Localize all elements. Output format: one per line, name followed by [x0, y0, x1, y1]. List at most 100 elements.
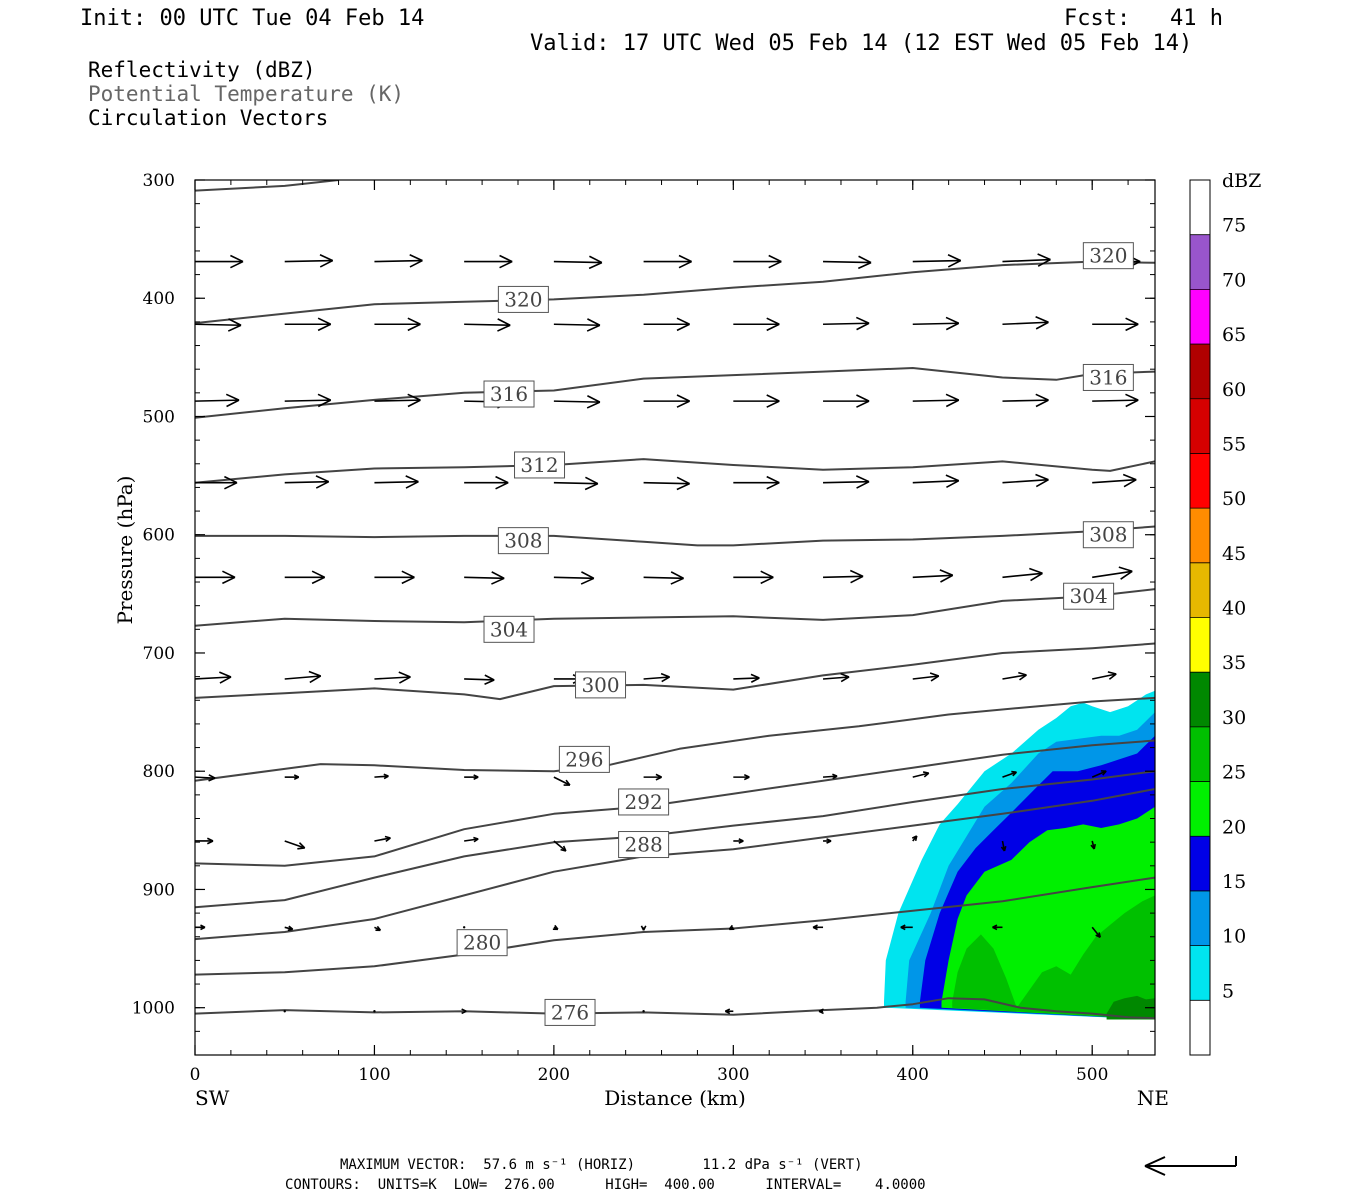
colorbar-tick-label: 70 [1222, 269, 1246, 291]
colorbar-band-45 [1190, 508, 1210, 563]
circulation-vector [642, 1010, 645, 1013]
x-axis-label: Distance (km) [604, 1086, 746, 1110]
theta-contour-304 [195, 588, 1155, 627]
theta-label-288: 288 [618, 831, 670, 859]
theta-label-316-east: 316 [1082, 363, 1134, 391]
theta-contour-316 [195, 367, 1155, 419]
x-tick-label: 500 [1076, 1065, 1108, 1085]
circulation-vector [283, 1010, 286, 1013]
theta-label-312: 312 [514, 451, 566, 479]
circulation-vector [643, 571, 684, 585]
svg-text:292: 292 [625, 790, 663, 814]
circulation-vector [912, 316, 960, 331]
circulation-vector [1000, 840, 1007, 852]
colorbar-tick-label: 5 [1222, 980, 1234, 1002]
theta-contour-288 [195, 770, 1155, 909]
svg-text:312: 312 [520, 453, 558, 477]
svg-text:316: 316 [1089, 365, 1127, 389]
circulation-vector [822, 672, 850, 683]
legend-reflectivity: Reflectivity (dBZ) [88, 58, 316, 82]
svg-text:308: 308 [1089, 523, 1127, 547]
x-tick-label: 400 [897, 1065, 929, 1085]
colorbar-tick-label: 50 [1222, 488, 1246, 510]
circulation-vector [1002, 567, 1043, 582]
y-tick-label: 700 [143, 644, 175, 664]
circulation-vector [643, 317, 690, 332]
circulation-vector [733, 673, 760, 683]
circulation-vector [553, 776, 571, 786]
circulation-vector [464, 475, 509, 490]
circulation-vector [374, 671, 411, 684]
circulation-vector [823, 255, 872, 270]
circulation-vector [812, 924, 824, 931]
colorbar-band-65 [1190, 289, 1210, 345]
circulation-vector [464, 254, 513, 269]
circulation-vector [733, 394, 780, 408]
colorbar-band-35 [1190, 617, 1210, 673]
circulation-vector [643, 254, 692, 269]
circulation-vector [823, 569, 864, 584]
colorbar-band-20 [1190, 781, 1210, 837]
circulation-vector [374, 925, 382, 932]
circulation-vector [1002, 393, 1049, 408]
circulation-vector [464, 774, 479, 781]
circulation-vector [643, 773, 662, 781]
colorbar-tick-label: 15 [1222, 871, 1246, 893]
y-tick-label: 500 [143, 407, 175, 427]
svg-text:320: 320 [504, 287, 542, 311]
circulation-vector [373, 1010, 376, 1013]
theta-label-300: 300 [575, 671, 627, 699]
circulation-vector [195, 570, 236, 585]
colorbar-band-70 [1190, 234, 1210, 290]
reference-vector-arrow [1144, 1156, 1237, 1176]
circulation-vector [1002, 770, 1018, 778]
circulation-vector [374, 570, 415, 585]
circulation-vector [912, 771, 930, 778]
circulation-vector [284, 393, 332, 408]
circulation-vector [464, 318, 511, 332]
colorbar-band-25 [1190, 726, 1210, 782]
circulation-vector [733, 838, 744, 844]
theta-contour-320 [195, 260, 1155, 325]
circulation-vector [195, 318, 242, 332]
circulation-vector [374, 475, 419, 489]
circulation-vector [374, 835, 391, 843]
y-tick-label: 1000 [132, 999, 175, 1019]
circulation-vector [1002, 473, 1049, 488]
colorbar-tick-label: 40 [1222, 598, 1246, 620]
colorbar-tick-label: 55 [1222, 433, 1246, 455]
circulation-vector [374, 773, 389, 780]
circulation-vector [195, 393, 240, 408]
x-tick-label: 300 [717, 1065, 749, 1085]
circulation-vector [284, 670, 322, 684]
colorbar-tick-label: 10 [1222, 926, 1246, 948]
circulation-vector [733, 570, 774, 585]
circulation-vector [1002, 253, 1051, 267]
y-axis-label: Pressure (hPa) [113, 476, 137, 625]
colorbar-band-75 [1190, 180, 1210, 235]
footer-contours: CONTOURS: UNITS=K LOW= 276.00 HIGH= 400.… [285, 1177, 926, 1193]
colorbar-tick-label: 25 [1222, 762, 1246, 784]
circulation-vector [640, 925, 647, 931]
circulation-vector [992, 924, 1003, 931]
colorbar-tick-label: 65 [1222, 324, 1246, 346]
footer-max-vector: MAXIMUM VECTOR: 57.6 m s⁻¹ (HORIZ) 11.2 … [340, 1157, 863, 1173]
colorbar-title: dBZ [1222, 170, 1261, 192]
theta-contour-280 [195, 876, 1155, 976]
svg-text:280: 280 [463, 931, 501, 955]
legend-circulation-vectors: Circulation Vectors [88, 106, 329, 130]
theta-label-276: 276 [544, 998, 596, 1026]
theta-contour-324 [195, 180, 339, 192]
theta-label-304: 304 [483, 615, 535, 643]
colorbar-tick-label: 30 [1222, 707, 1246, 729]
circulation-vector [643, 394, 690, 408]
circulation-vector [1092, 473, 1137, 488]
circulation-vector [195, 671, 232, 684]
colorbar-band-50 [1190, 453, 1210, 509]
circulation-vector [724, 1008, 734, 1015]
circulation-vector [912, 672, 940, 682]
theta-contour-284 [195, 788, 1155, 941]
contour-labels: 276 280 288 292 296 300 304 308 312 316 320 320 316 3… [456, 242, 1134, 1026]
circulation-vector [284, 475, 330, 489]
